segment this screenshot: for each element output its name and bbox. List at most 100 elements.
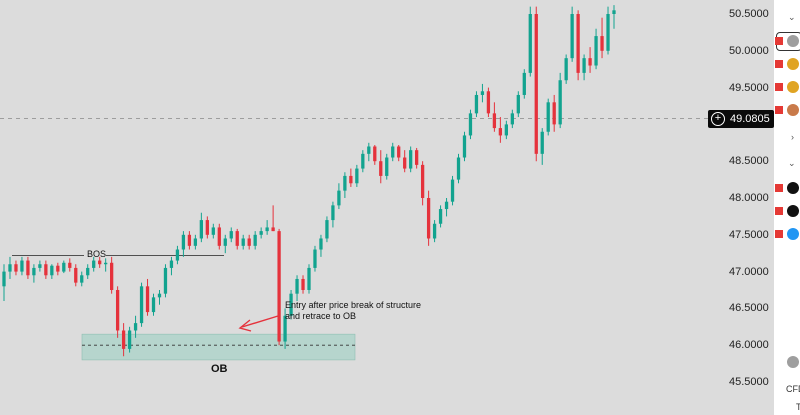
candle-body bbox=[570, 14, 574, 59]
entry-arrow-head bbox=[238, 319, 252, 332]
candle-body bbox=[588, 58, 592, 66]
candle-body bbox=[74, 267, 78, 283]
chevron-right-icon[interactable]: › bbox=[791, 132, 794, 142]
candle-body bbox=[110, 262, 114, 290]
current-price-value: 49.0805 bbox=[730, 112, 770, 125]
candle-body bbox=[139, 286, 144, 324]
candle-body bbox=[235, 231, 239, 246]
flag-icon[interactable] bbox=[775, 184, 783, 192]
coin-icon[interactable] bbox=[787, 35, 799, 47]
entry-annotation-line1: Entry after price break of structure bbox=[285, 300, 422, 310]
candle-body bbox=[510, 113, 514, 125]
chevron-down-icon[interactable]: ⌄ bbox=[788, 12, 796, 22]
candle-body bbox=[205, 220, 209, 235]
candle-body bbox=[379, 161, 383, 176]
candle-body bbox=[462, 135, 467, 158]
candle-body bbox=[492, 113, 497, 129]
candle-body bbox=[361, 153, 365, 169]
candle-body bbox=[277, 231, 281, 342]
candle-body bbox=[516, 94, 520, 114]
price-axis-bg bbox=[728, 0, 774, 415]
candle-body bbox=[367, 146, 371, 154]
candle-body bbox=[474, 94, 479, 114]
flag-icon[interactable] bbox=[775, 106, 783, 114]
drop-icon[interactable] bbox=[787, 205, 799, 217]
price-axis-label: 48.5000 bbox=[729, 155, 769, 168]
flag-icon[interactable] bbox=[775, 230, 783, 238]
flag-icon[interactable] bbox=[775, 37, 783, 45]
candle-body bbox=[86, 267, 90, 276]
order-block-zone bbox=[81, 333, 356, 361]
candle-body bbox=[127, 330, 132, 349]
candle-body bbox=[133, 323, 138, 331]
price-axis-label: 47.0000 bbox=[729, 265, 769, 278]
candle-body bbox=[121, 330, 126, 349]
candle-body bbox=[426, 198, 431, 239]
candle-body bbox=[271, 227, 275, 232]
candle-body bbox=[50, 265, 54, 276]
candle-body bbox=[552, 102, 556, 125]
candle-body bbox=[26, 260, 30, 276]
candle-body bbox=[14, 264, 18, 272]
entry-arrow-line bbox=[241, 315, 279, 328]
drop-icon[interactable] bbox=[787, 228, 799, 240]
cfd-sub-label: T bbox=[796, 402, 800, 412]
coin-icon[interactable] bbox=[787, 81, 799, 93]
candle-body bbox=[169, 260, 174, 268]
candle-body bbox=[504, 124, 508, 136]
price-axis-label: 46.5000 bbox=[729, 302, 769, 315]
candle-body bbox=[259, 231, 263, 235]
candle-body bbox=[403, 157, 407, 169]
candle-body bbox=[187, 234, 192, 246]
candle-body bbox=[420, 164, 425, 198]
candle-body bbox=[391, 146, 395, 158]
candle-body bbox=[68, 262, 72, 268]
candle-body bbox=[104, 262, 108, 265]
candle-body bbox=[295, 278, 299, 294]
price-axis-label: 47.5000 bbox=[729, 228, 769, 241]
ob-label: OB bbox=[211, 363, 228, 375]
candle-body bbox=[80, 275, 84, 283]
candle-body bbox=[193, 238, 198, 246]
candle-body bbox=[486, 91, 491, 114]
current-price-badge[interactable]: + 49.0805 bbox=[708, 109, 774, 128]
candle-body bbox=[283, 315, 287, 342]
price-axis-label: 48.0000 bbox=[729, 192, 769, 204]
plus-icon[interactable]: + bbox=[711, 111, 725, 126]
candle-body bbox=[522, 72, 526, 95]
candle-body bbox=[409, 150, 413, 169]
chevron-down-icon[interactable]: ⌄ bbox=[788, 158, 796, 168]
candle-body bbox=[241, 238, 245, 246]
candle-body bbox=[349, 175, 353, 184]
candle-body bbox=[450, 179, 455, 202]
price-axis-label: 50.5000 bbox=[729, 8, 769, 20]
candle-body bbox=[540, 131, 544, 154]
flag-icon[interactable] bbox=[775, 207, 783, 215]
candle-body bbox=[307, 267, 311, 290]
coin-icon[interactable] bbox=[787, 58, 799, 70]
candle-body bbox=[301, 278, 305, 290]
flag-icon[interactable] bbox=[775, 60, 783, 68]
coin-icon[interactable] bbox=[787, 356, 799, 368]
candle-body bbox=[223, 238, 227, 246]
price-axis-label: 46.0000 bbox=[729, 339, 769, 352]
candle-body bbox=[468, 113, 473, 136]
candle-body bbox=[44, 264, 48, 276]
coin-icon[interactable] bbox=[787, 104, 799, 116]
candle-body bbox=[456, 157, 461, 180]
flag-icon[interactable] bbox=[775, 83, 783, 91]
candle-body bbox=[145, 286, 150, 313]
candle-body bbox=[343, 175, 347, 191]
candle-body bbox=[217, 227, 221, 246]
candle-body bbox=[612, 10, 616, 14]
candle-body bbox=[199, 220, 203, 239]
candle-body bbox=[181, 234, 186, 250]
candle-body bbox=[229, 231, 233, 239]
candle-body bbox=[415, 150, 419, 165]
candle-body bbox=[2, 271, 6, 287]
drop-icon[interactable] bbox=[787, 182, 799, 194]
candle-body bbox=[38, 264, 42, 268]
candle-body bbox=[576, 14, 580, 73]
